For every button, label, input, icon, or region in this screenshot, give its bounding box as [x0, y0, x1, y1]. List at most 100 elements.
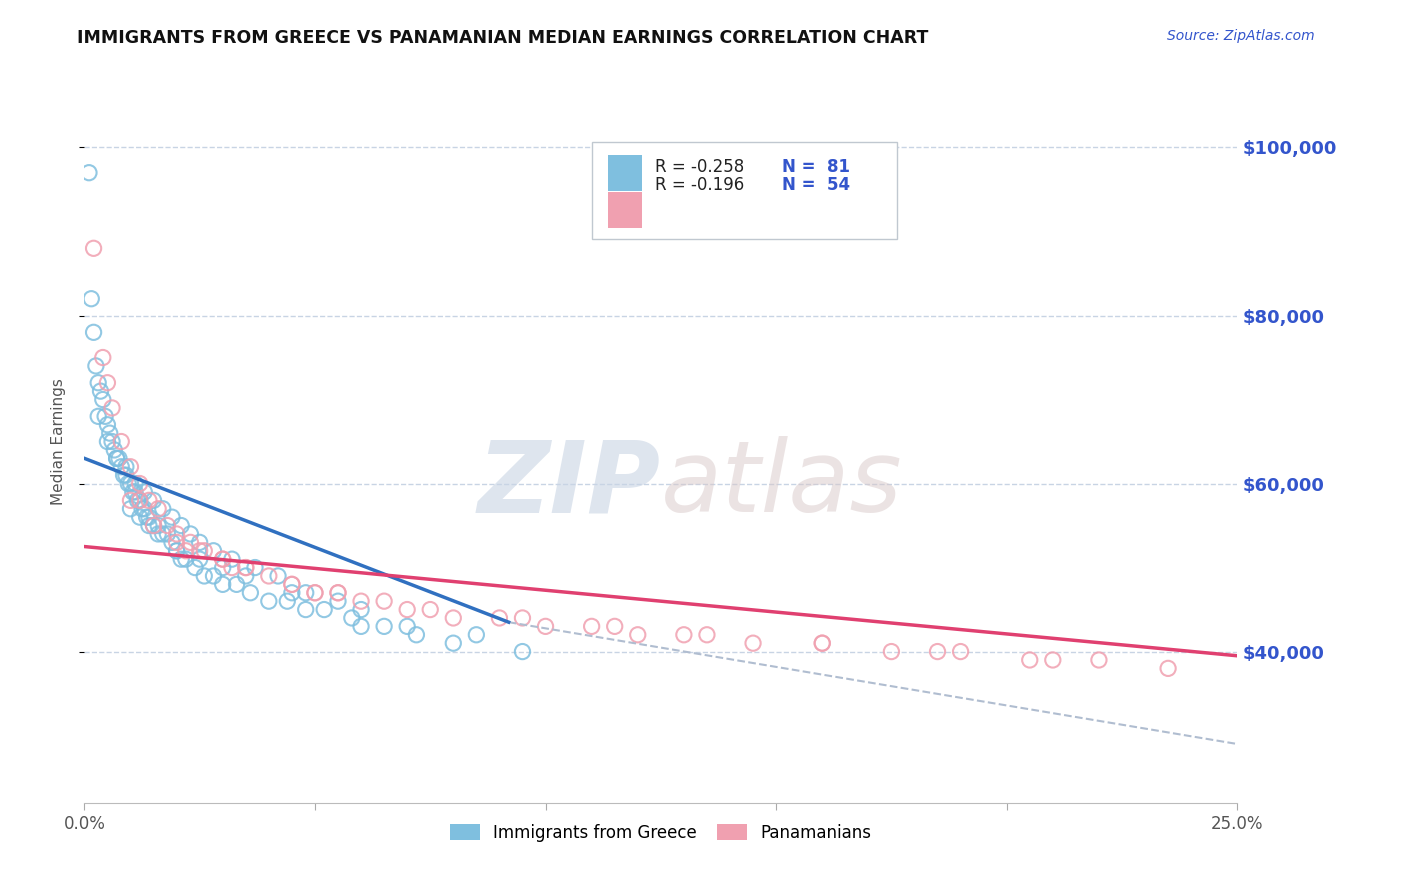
Point — [121, 485, 143, 500]
Point — [350, 594, 373, 608]
Point — [880, 644, 903, 658]
Point — [441, 636, 464, 650]
Point — [166, 535, 188, 549]
Point — [152, 527, 174, 541]
Point — [742, 636, 765, 650]
Point — [512, 611, 534, 625]
Point — [124, 476, 146, 491]
Point — [174, 552, 197, 566]
Point — [128, 510, 150, 524]
Point — [174, 543, 197, 558]
Point — [276, 594, 298, 608]
Point — [627, 628, 650, 642]
Text: IMMIGRANTS FROM GREECE VS PANAMANIAN MEDIAN EARNINGS CORRELATION CHART: IMMIGRANTS FROM GREECE VS PANAMANIAN MED… — [77, 29, 929, 46]
Point — [221, 560, 243, 574]
Text: N =  54: N = 54 — [782, 176, 851, 194]
Point — [105, 451, 128, 466]
Point — [103, 442, 125, 457]
Point — [373, 619, 395, 633]
Bar — [607, 154, 643, 191]
Point — [179, 535, 201, 549]
Point — [465, 628, 488, 642]
Text: atlas: atlas — [661, 436, 903, 533]
Point — [405, 628, 427, 642]
Point — [146, 527, 169, 541]
Text: N =  81: N = 81 — [782, 158, 849, 176]
Point — [340, 611, 363, 625]
Point — [188, 543, 211, 558]
Point — [294, 586, 316, 600]
Legend: Immigrants from Greece, Panamanians: Immigrants from Greece, Panamanians — [443, 817, 879, 848]
Point — [166, 543, 188, 558]
Point — [441, 611, 464, 625]
FancyBboxPatch shape — [592, 142, 897, 239]
Point — [87, 409, 110, 424]
Point — [243, 560, 266, 574]
Point — [156, 527, 179, 541]
Point — [124, 485, 146, 500]
Point — [142, 518, 165, 533]
Point — [120, 476, 142, 491]
Text: R = -0.196: R = -0.196 — [655, 176, 744, 194]
Point — [193, 543, 215, 558]
Point — [80, 292, 103, 306]
Point — [811, 636, 834, 650]
Point — [304, 586, 326, 600]
Point — [267, 569, 290, 583]
Point — [326, 586, 349, 600]
Point — [235, 569, 257, 583]
Point — [696, 628, 718, 642]
Point — [202, 543, 225, 558]
Point — [239, 586, 262, 600]
Point — [138, 493, 160, 508]
Point — [117, 476, 139, 491]
Point — [281, 577, 304, 591]
Point — [211, 560, 233, 574]
Point — [96, 417, 118, 432]
Point — [350, 619, 373, 633]
Point — [170, 552, 193, 566]
Point — [84, 359, 107, 373]
Point — [110, 459, 132, 474]
Point — [120, 459, 142, 474]
Point — [419, 602, 441, 616]
Point — [127, 493, 149, 508]
Point — [91, 392, 114, 407]
Point — [146, 501, 169, 516]
Point — [396, 602, 419, 616]
Point — [488, 611, 510, 625]
Point — [112, 468, 135, 483]
Point — [211, 552, 233, 566]
Point — [326, 586, 349, 600]
Point — [225, 577, 247, 591]
Point — [211, 577, 233, 591]
Point — [110, 434, 132, 449]
Point — [304, 586, 326, 600]
Point — [949, 644, 972, 658]
Point — [77, 166, 100, 180]
Point — [98, 426, 121, 441]
Point — [314, 602, 336, 616]
Point — [1018, 653, 1040, 667]
Point — [91, 351, 114, 365]
Point — [193, 569, 215, 583]
Point — [672, 628, 695, 642]
Text: Source: ZipAtlas.com: Source: ZipAtlas.com — [1167, 29, 1315, 43]
Point — [160, 510, 183, 524]
Point — [120, 493, 142, 508]
Point — [170, 518, 193, 533]
Point — [396, 619, 419, 633]
Point — [179, 527, 201, 541]
Point — [184, 560, 207, 574]
Point — [235, 560, 257, 574]
Point — [156, 518, 179, 533]
Point — [134, 485, 156, 500]
Point — [101, 401, 124, 415]
Point — [105, 451, 128, 466]
Point — [128, 476, 150, 491]
Point — [603, 619, 626, 633]
Point — [146, 518, 169, 533]
Point — [235, 560, 257, 574]
Point — [202, 569, 225, 583]
Point — [1088, 653, 1111, 667]
